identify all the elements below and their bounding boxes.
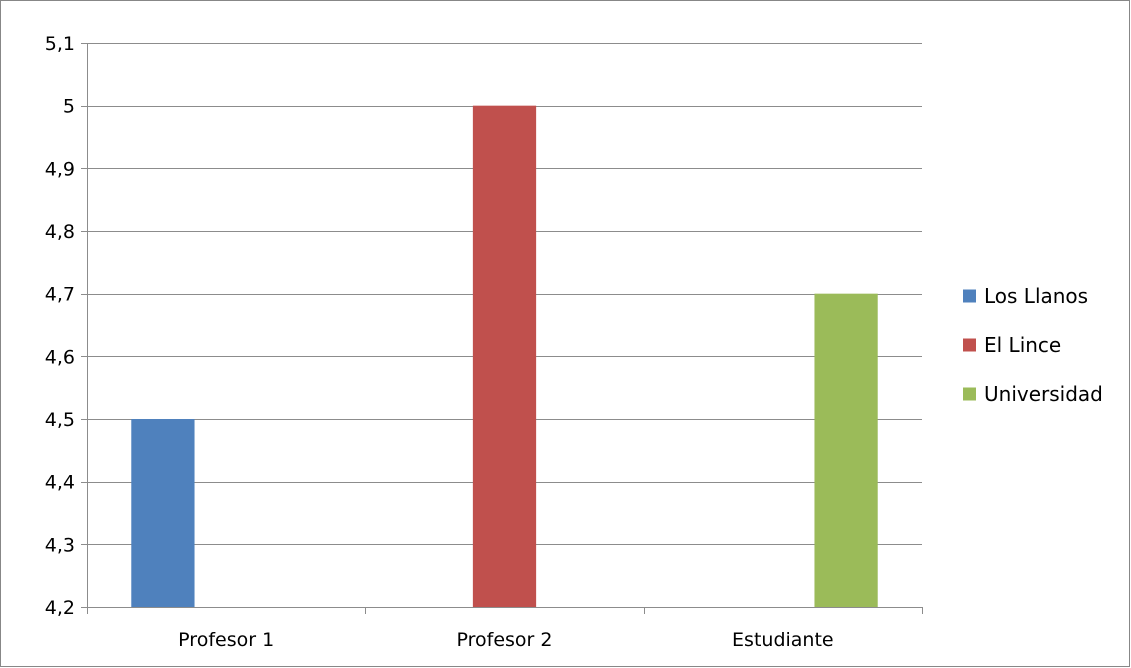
x-tick-label: Profesor 2 — [457, 629, 553, 651]
y-tick-label: 4,8 — [45, 221, 75, 243]
legend: Los Llanos El Lince Universidad — [963, 284, 1103, 406]
bars — [131, 105, 878, 608]
x-tick-label: Profesor 1 — [178, 629, 274, 651]
x-axis — [87, 43, 923, 614]
bar-los-llanos-0 — [131, 419, 195, 607]
x-axis-tick-labels: Profesor 1 Profesor 2 Estudiante — [178, 629, 833, 651]
y-tick-label: 5,1 — [45, 33, 75, 55]
bar-el-lince-1 — [472, 105, 537, 608]
legend-label: Universidad — [984, 382, 1103, 406]
y-axis-tick-labels: 4,2 4,3 4,4 4,5 4,6 4,7 4,8 4,9 5 5,1 — [45, 33, 75, 619]
y-tick-label: 4,3 — [45, 534, 75, 556]
y-tick-label: 4,6 — [45, 346, 75, 368]
y-tick-label: 4,4 — [45, 472, 75, 494]
legend-label: Los Llanos — [984, 284, 1088, 308]
x-tick-label: Estudiante — [732, 629, 834, 651]
bar-universidad-2 — [814, 293, 878, 607]
y-tick-label: 4,2 — [45, 597, 75, 619]
y-tick-label: 5 — [63, 96, 75, 118]
legend-label: El Lince — [984, 333, 1061, 357]
legend-swatch — [963, 338, 976, 352]
y-tick-label: 4,5 — [45, 409, 75, 431]
legend-swatch — [963, 387, 976, 401]
y-tick-label: 4,9 — [45, 158, 75, 180]
legend-swatch — [963, 289, 976, 303]
y-tick-label: 4,7 — [45, 284, 75, 306]
